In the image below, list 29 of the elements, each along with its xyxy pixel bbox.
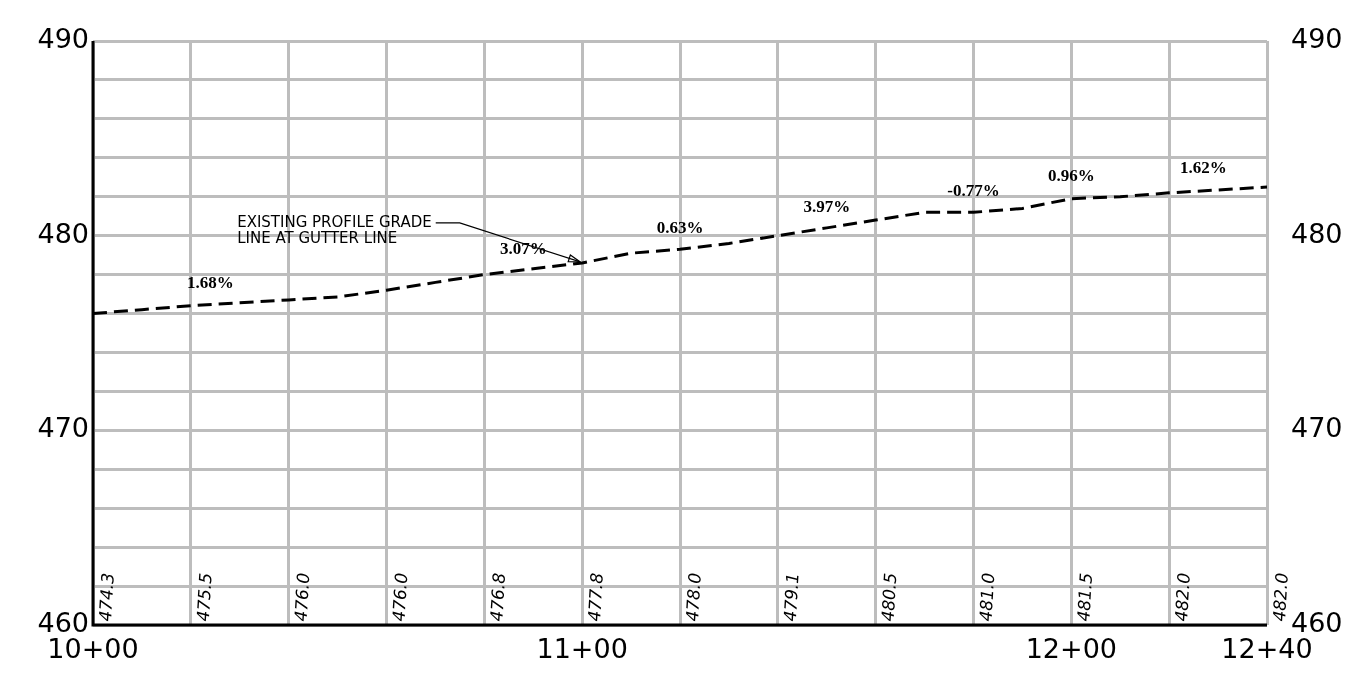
annotation: 1.68%	[187, 273, 234, 293]
annotation: 479.1	[779, 572, 803, 623]
annotation: 3.97%	[803, 196, 851, 216]
annotation: 480.5	[877, 572, 901, 623]
annotation: 476.0	[388, 572, 412, 623]
y-tick-label: 480	[37, 217, 89, 249]
x-tick-label: 12+00	[1025, 633, 1118, 665]
x-tick-label: 11+00	[536, 633, 628, 665]
text: 482.0	[1268, 572, 1292, 623]
annotation: 482.0	[1171, 572, 1194, 623]
y2-tick-label: 470	[1291, 412, 1343, 444]
annotation: 481.0	[975, 572, 999, 623]
annotation: 481.5	[1073, 572, 1097, 623]
y2-tick-label: 490	[1291, 23, 1343, 55]
annotation: 475.5	[192, 572, 216, 623]
annotation: -0.77%	[947, 181, 1000, 201]
y-tick-label: 470	[37, 412, 89, 444]
y2-tick-label: 480	[1291, 217, 1343, 249]
annotation: EXISTING PROFILE GRADE LINE AT GUTTER LINE	[237, 212, 432, 247]
annotation: 476.0	[290, 572, 314, 623]
annotation: 476.8	[486, 572, 510, 623]
annotation: 0.96%	[1047, 165, 1095, 185]
annotation: 477.8	[584, 572, 607, 623]
annotation: 1.62%	[1180, 157, 1227, 177]
annotation: 3.07%	[500, 238, 547, 258]
annotation: 478.0	[681, 572, 705, 623]
y-tick-label: 490	[37, 23, 89, 55]
annotation: 474.3	[94, 572, 118, 623]
annotation: 0.63%	[656, 218, 704, 238]
